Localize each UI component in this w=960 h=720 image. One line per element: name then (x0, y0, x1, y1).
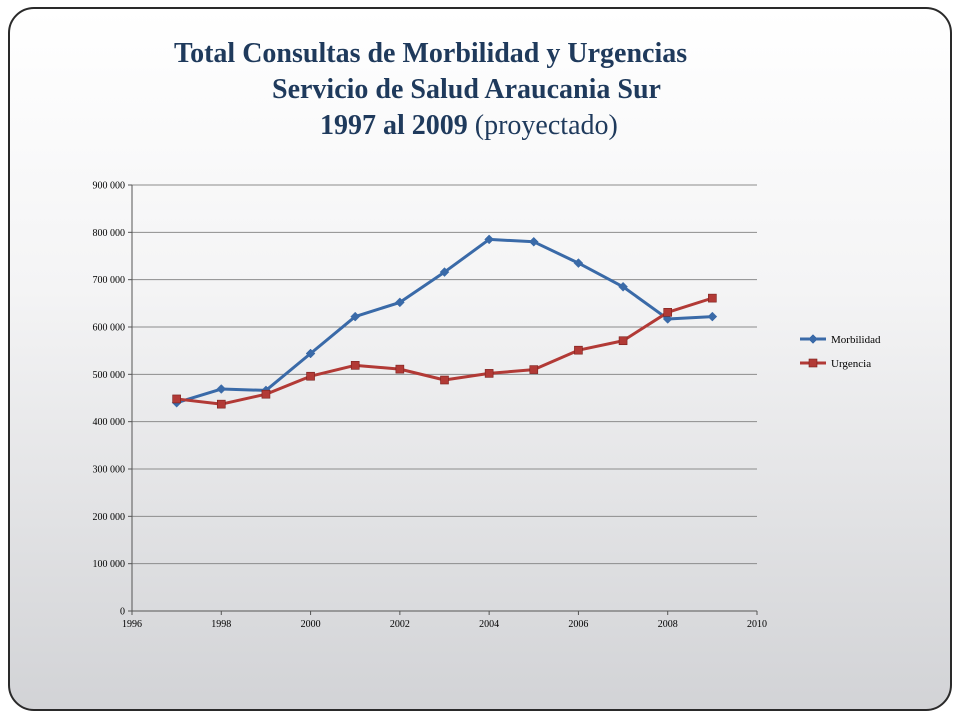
series-line-urgencia (176, 296, 713, 406)
title-projected-note: (proyectado) (474, 110, 618, 141)
data-point-morbilidad (707, 311, 718, 322)
y-tick-label: 500 000 (93, 370, 126, 381)
data-point-morbilidad (528, 236, 539, 247)
x-tick-label: 2004 (479, 619, 499, 630)
data-point-morbilidad (216, 384, 227, 394)
y-axis-tick-labels: 0 100 000 200 000 300 000 400 000 500 000 600 … (93, 181, 126, 618)
y-tick-label: 900 000 (93, 181, 126, 192)
data-point-morbilidad (484, 234, 494, 245)
chart-title-line-1: Total Consultas de Morbilidad y Urgencia… (174, 38, 688, 69)
x-tick-label: 2000 (301, 619, 321, 630)
y-tick-label: 600 000 (93, 323, 126, 334)
x-tick-label: 1998 (211, 619, 231, 630)
x-tick-label: 2002 (390, 619, 410, 630)
data-point-morbilidad (395, 297, 405, 308)
gridlines (132, 184, 757, 565)
x-tick-label: 1996 (122, 619, 142, 630)
y-tick-label: 0 (120, 607, 125, 618)
data-point-urgencia (529, 365, 539, 374)
data-point-urgencia (440, 375, 449, 385)
x-tick-label: 2008 (658, 619, 678, 630)
chart-title-line-3: 1997 al 2009 (proyectado) (320, 109, 618, 143)
series-group (171, 234, 718, 409)
data-point-urgencia (574, 345, 583, 355)
legend-label-urgencia: Urgencia (831, 358, 871, 370)
data-point-urgencia (663, 308, 673, 317)
data-point-urgencia (618, 336, 628, 346)
legend-label-morbilidad: Morbilidad (831, 334, 881, 346)
line-chart: 0 100 000 200 000 300 000 400 000 500 000 600 … (93, 181, 881, 631)
data-point-urgencia (216, 399, 226, 409)
data-point-morbilidad (305, 348, 316, 359)
data-point-urgencia (484, 369, 494, 378)
data-point-morbilidad (662, 314, 673, 324)
data-point-morbilidad (350, 311, 361, 322)
x-tick-label: 2006 (568, 619, 588, 630)
data-point-urgencia (350, 361, 360, 370)
data-point-urgencia (306, 371, 315, 381)
legend: Morbilidad Urgencia (800, 334, 881, 370)
y-tick-label: 700 000 (93, 275, 126, 286)
x-tick-label: 2010 (747, 619, 767, 630)
title-year-range: 1997 al 2009 (320, 110, 468, 141)
y-tick-label: 800 000 (93, 228, 126, 239)
y-tick-label: 300 000 (93, 465, 126, 476)
data-point-urgencia (172, 394, 181, 404)
data-point-morbilidad (439, 267, 450, 277)
x-axis-tick-labels: 1996 1998 2000 2002 2004 2006 2008 2010 (122, 619, 767, 630)
chart-title-line-2: Servicio de Salud Araucania Sur (272, 74, 661, 105)
data-point-morbilidad (573, 258, 584, 268)
data-point-urgencia (395, 364, 405, 374)
y-tick-label: 100 000 (93, 559, 126, 570)
data-point-urgencia (261, 389, 271, 399)
legend-marker-urgencia (808, 358, 818, 368)
legend-marker-morbilidad (808, 334, 818, 344)
y-tick-label: 200 000 (93, 512, 126, 523)
y-tick-label: 400 000 (93, 417, 126, 428)
axes (128, 184, 758, 615)
data-point-morbilidad (618, 281, 628, 292)
data-point-urgencia (708, 293, 717, 303)
slide: Total Consultas de Morbilidad y Urgencia… (8, 7, 952, 711)
